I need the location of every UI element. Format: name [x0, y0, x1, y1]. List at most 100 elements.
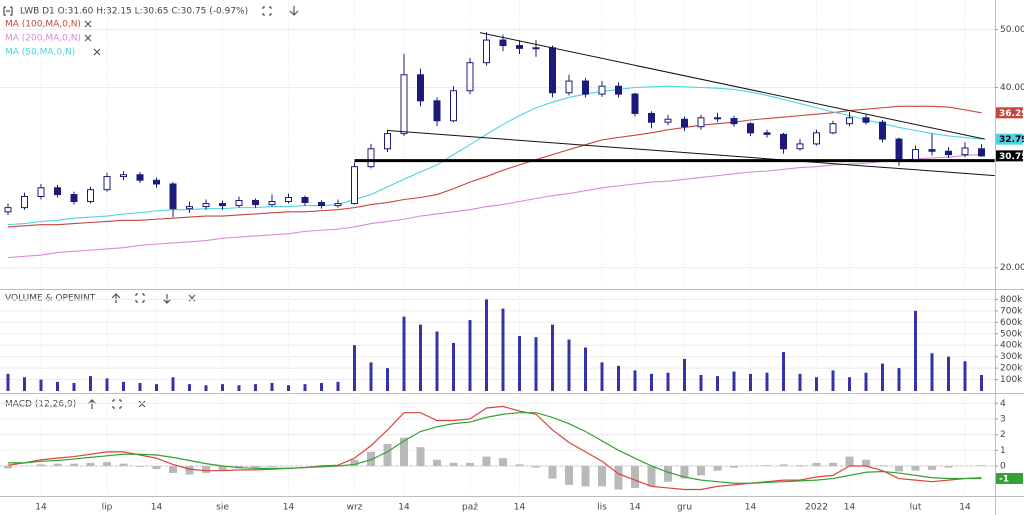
- move-up-icon[interactable]: [87, 399, 97, 409]
- volume-bar: [584, 347, 587, 391]
- candle-body: [862, 117, 870, 123]
- y-tick-label: 40.00: [1000, 83, 1024, 93]
- histogram-bar: [152, 465, 161, 470]
- candle-body: [400, 74, 408, 135]
- volume-bar: [122, 381, 125, 391]
- volume-bar: [749, 373, 752, 391]
- volume-bar: [155, 384, 158, 391]
- candle-body: [103, 176, 111, 191]
- y-tick-label: 200k: [1000, 364, 1023, 374]
- candle-body: [219, 203, 226, 207]
- candle-body: [301, 197, 309, 204]
- histogram-bar: [977, 465, 986, 466]
- histogram-bar: [268, 465, 276, 467]
- candle-body: [417, 74, 424, 102]
- candle-body: [186, 206, 193, 210]
- volume-bar: [831, 370, 835, 391]
- move-up-icon[interactable]: [111, 293, 121, 303]
- histogram-bar: [796, 465, 804, 466]
- y-tick-label: 3: [1000, 414, 1006, 424]
- candle-body: [450, 90, 457, 122]
- x-tick-label: lip: [102, 503, 113, 513]
- close-icon[interactable]: [188, 294, 196, 302]
- candle-body: [532, 47, 540, 50]
- candle-body: [747, 123, 754, 134]
- volume-bar: [633, 370, 637, 391]
- volume-bar: [798, 373, 802, 391]
- candle-body: [235, 200, 243, 207]
- macd-line: [7, 405, 982, 491]
- histogram-bar: [812, 462, 821, 466]
- volume-bar: [650, 373, 653, 391]
- histogram-bar: [416, 447, 425, 466]
- histogram-bar: [763, 465, 771, 466]
- maximize-icon[interactable]: [112, 399, 122, 409]
- candle-body: [433, 100, 441, 122]
- collapse-icon[interactable]: [3, 6, 13, 16]
- volume-bar: [237, 385, 241, 391]
- x-tick-label: 14: [959, 503, 971, 513]
- volume-bar: [501, 308, 505, 391]
- trendline: [387, 130, 995, 177]
- histogram-bar: [631, 465, 639, 488]
- volume-bar: [171, 377, 175, 391]
- histogram-bar: [944, 465, 953, 468]
- candle-body: [895, 138, 903, 162]
- candle-body: [912, 149, 919, 162]
- histogram-bar: [515, 464, 524, 466]
- volume-bar: [815, 377, 818, 391]
- candle-body: [961, 147, 969, 156]
- histogram-bar: [400, 437, 408, 466]
- volume-bar: [287, 385, 290, 391]
- histogram-bar: [383, 444, 392, 466]
- candle-body: [4, 207, 12, 213]
- volume-bar: [419, 324, 422, 391]
- volume-bar: [72, 382, 76, 391]
- volume-bar: [881, 363, 884, 391]
- close-icon[interactable]: [84, 20, 92, 28]
- maximize-icon[interactable]: [135, 293, 145, 303]
- candle-body: [202, 203, 210, 208]
- candle-body: [615, 85, 622, 95]
- move-down-icon[interactable]: [289, 6, 299, 16]
- candle-body: [499, 39, 507, 47]
- candle-body: [565, 80, 573, 94]
- candle-body: [351, 166, 358, 205]
- value-label-box: [996, 150, 1023, 162]
- y-tick-label: 50.00: [1000, 25, 1024, 35]
- x-tick-label: 14: [844, 503, 856, 513]
- volume-bar: [402, 316, 406, 391]
- close-icon[interactable]: [93, 48, 101, 56]
- x-tick-label: wrz: [347, 503, 363, 513]
- histogram-bar: [37, 464, 45, 466]
- candle-body: [21, 196, 28, 209]
- volume-bar: [105, 378, 109, 391]
- value-label-box: [996, 133, 1023, 145]
- histogram-bar: [449, 462, 458, 466]
- volume-bar: [435, 331, 439, 391]
- candle-body: [730, 118, 738, 125]
- move-down-icon[interactable]: [162, 294, 172, 304]
- candle-body: [664, 118, 672, 123]
- candle-body: [598, 85, 606, 95]
- volume-bar: [732, 371, 736, 391]
- candle-body: [928, 149, 936, 152]
- x-tick-label: lis: [597, 503, 607, 513]
- close-icon[interactable]: [138, 400, 146, 408]
- volume-bar: [600, 362, 604, 391]
- candle-body: [714, 117, 721, 120]
- histogram-bar: [581, 465, 590, 487]
- ma-line: [7, 105, 982, 228]
- candle-body: [846, 117, 853, 125]
- maximize-icon[interactable]: [262, 6, 272, 16]
- candle-body: [780, 133, 787, 150]
- legend-entry: MA (200,MA,0,N): [5, 34, 81, 44]
- candle-body: [582, 80, 589, 95]
- volume-bar: [336, 381, 340, 391]
- candle-body: [466, 62, 474, 92]
- volume-bar: [914, 310, 917, 391]
- candle-body: [37, 187, 45, 198]
- y-tick-label: 100k: [1000, 375, 1023, 385]
- close-icon[interactable]: [84, 34, 92, 42]
- x-tick-label: gru: [677, 503, 692, 513]
